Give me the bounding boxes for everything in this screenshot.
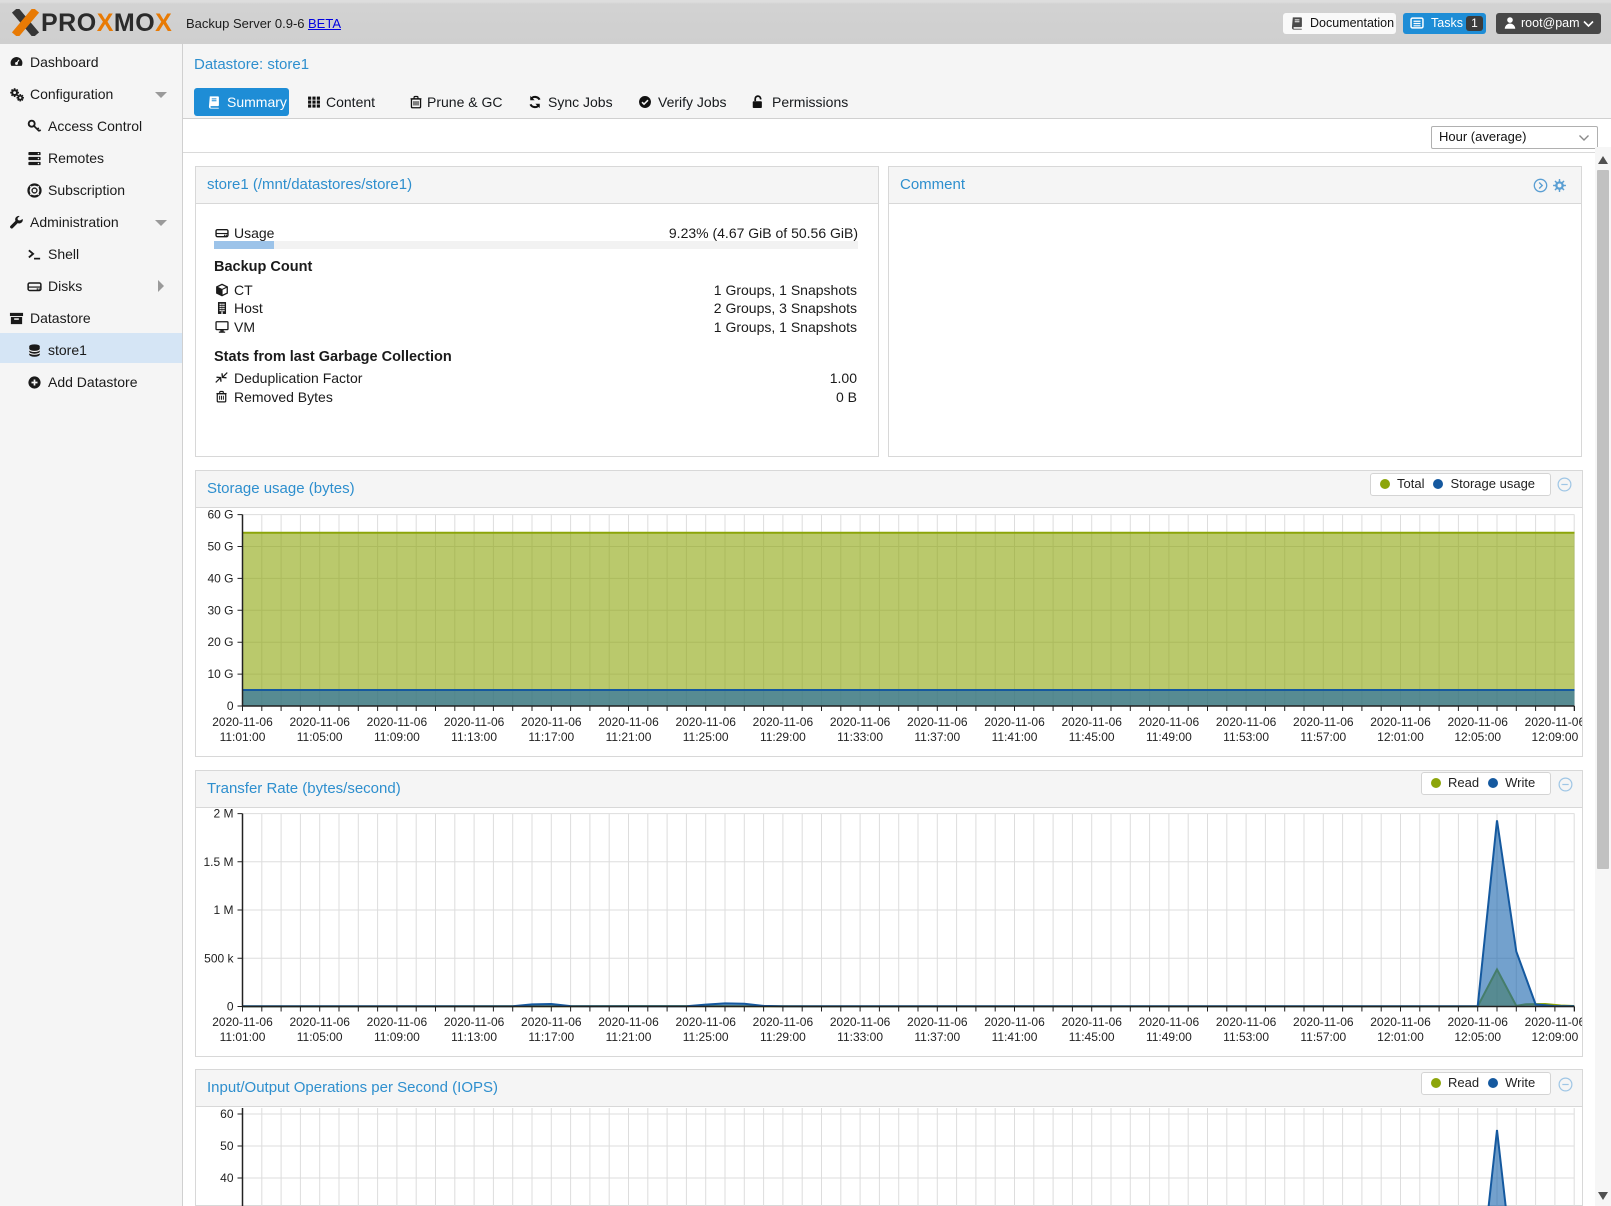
svg-text:2 M: 2 M — [213, 807, 233, 821]
svg-text:30 G: 30 G — [207, 603, 233, 617]
svg-text:20 G: 20 G — [207, 635, 233, 649]
svg-text:0: 0 — [227, 1000, 234, 1014]
svg-text:60 G: 60 G — [207, 508, 233, 522]
svg-text:60: 60 — [220, 1107, 234, 1121]
svg-text:500 k: 500 k — [204, 951, 234, 965]
svg-text:40: 40 — [220, 1171, 234, 1185]
svg-text:50 G: 50 G — [207, 540, 233, 554]
svg-text:1 M: 1 M — [213, 903, 233, 917]
svg-text:40 G: 40 G — [207, 571, 233, 585]
svg-text:50: 50 — [220, 1139, 234, 1153]
svg-text:1.5 M: 1.5 M — [203, 855, 233, 869]
svg-text:0: 0 — [227, 699, 234, 713]
svg-text:10 G: 10 G — [207, 667, 233, 681]
